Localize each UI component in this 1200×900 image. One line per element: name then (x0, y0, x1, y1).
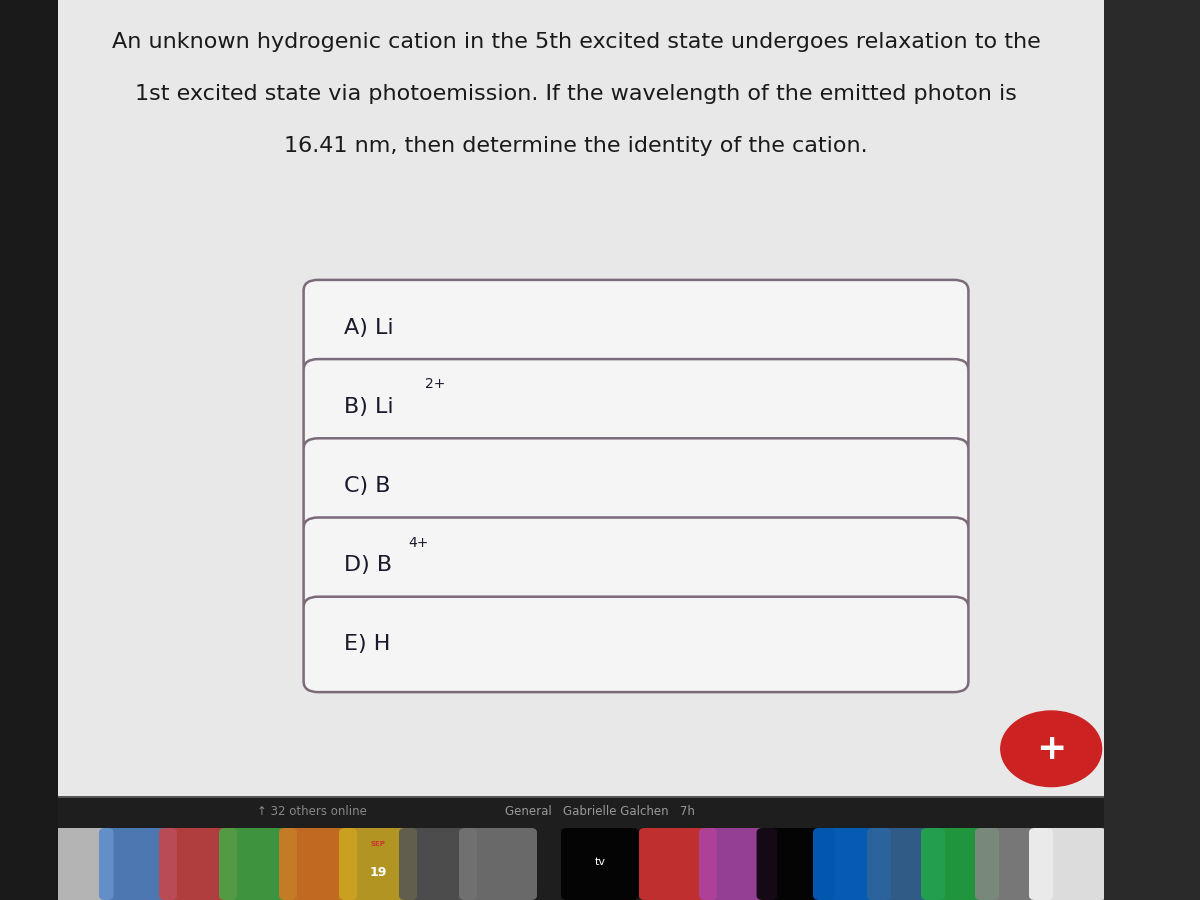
FancyBboxPatch shape (698, 828, 778, 900)
FancyBboxPatch shape (304, 518, 968, 613)
Text: +: + (1036, 732, 1067, 766)
FancyBboxPatch shape (158, 828, 238, 900)
Text: SEP: SEP (371, 842, 385, 847)
Text: D) B: D) B (344, 555, 392, 575)
FancyBboxPatch shape (304, 359, 968, 454)
Text: 1st excited state via photoemission. If the wavelength of the emitted photon is: 1st excited state via photoemission. If … (136, 84, 1016, 104)
Text: tv: tv (594, 857, 606, 868)
FancyBboxPatch shape (866, 828, 946, 900)
Circle shape (1001, 711, 1102, 787)
FancyBboxPatch shape (338, 828, 418, 900)
FancyBboxPatch shape (814, 828, 890, 900)
Bar (1104, 0, 1200, 900)
FancyBboxPatch shape (398, 828, 476, 900)
FancyBboxPatch shape (304, 280, 968, 375)
FancyBboxPatch shape (304, 597, 968, 692)
Text: B) Li: B) Li (344, 397, 394, 417)
Bar (58, 796, 1104, 798)
Text: An unknown hydrogenic cation in the 5th excited state undergoes relaxation to th: An unknown hydrogenic cation in the 5th … (112, 32, 1040, 51)
Text: E) H: E) H (344, 634, 391, 654)
Text: 16.41 nm, then determine the identity of the cation.: 16.41 nm, then determine the identity of… (284, 136, 868, 156)
FancyBboxPatch shape (220, 828, 298, 900)
Bar (0, 0, 58, 900)
FancyBboxPatch shape (36, 828, 114, 900)
Text: C) B: C) B (344, 476, 391, 496)
FancyBboxPatch shape (640, 828, 716, 900)
Text: A) Li: A) Li (344, 318, 394, 338)
FancyBboxPatch shape (1030, 828, 1108, 900)
FancyBboxPatch shape (98, 828, 178, 900)
FancyBboxPatch shape (562, 828, 640, 900)
FancyBboxPatch shape (922, 828, 998, 900)
FancyBboxPatch shape (278, 828, 358, 900)
Text: ↑ 32 others online: ↑ 32 others online (257, 806, 367, 818)
FancyBboxPatch shape (304, 438, 968, 534)
FancyBboxPatch shape (757, 828, 835, 900)
Text: 2+: 2+ (425, 377, 445, 392)
Text: General   Gabrielle Galchen   7h: General Gabrielle Galchen 7h (505, 806, 695, 818)
Text: 4+: 4+ (408, 536, 428, 550)
Bar (0, 796, 1200, 900)
FancyBboxPatch shape (974, 828, 1054, 900)
Text: 19: 19 (370, 867, 386, 879)
FancyBboxPatch shape (458, 828, 538, 900)
